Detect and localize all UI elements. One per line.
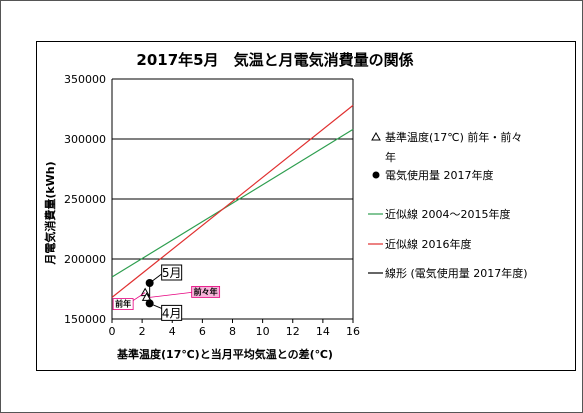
y-tick-labels: 150000 200000 250000 300000 350000: [64, 73, 106, 326]
tag-box: [191, 285, 221, 298]
triangle-point: [141, 292, 152, 301]
chart-area: 2017年5月 気温と月電気消費量の関係 0 2 4 6 8 10 12 14 16 15000…: [36, 41, 576, 371]
series-line: [111, 104, 354, 298]
y-axis-label: 月電気消費量(kWh): [43, 161, 57, 265]
callout-box: [161, 304, 183, 321]
chart-svg: 2017年5月 気温と月電気消費量の関係 0 2 4 6 8 10 12 14 16 15000…: [43, 51, 528, 361]
callout-leader: [149, 273, 162, 284]
legend-label-2017: 電気使用量 2017年度: [385, 168, 494, 182]
chart-title: 2017年5月 気温と月電気消費量の関係: [136, 51, 413, 69]
x-tick-label: 12: [286, 325, 300, 338]
x-tick-labels: 0 2 4 6 8 10 12 14 16: [109, 325, 361, 338]
x-tick-label: 2: [139, 325, 146, 338]
y-tick-label: 150000: [64, 313, 106, 326]
callout-box: [161, 264, 183, 281]
y-tick-label: 300000: [64, 133, 106, 146]
x-tick-label: 0: [109, 325, 116, 338]
x-axis-label: 基準温度(17℃)と当月平均気温との差(℃): [116, 347, 333, 361]
legend-dot-marker: [372, 171, 380, 179]
tag-leader: [132, 292, 146, 301]
x-tick-label: 14: [316, 325, 330, 338]
legend-triangle-marker: [371, 131, 381, 141]
series-layer: [111, 104, 354, 308]
tag-leader: [149, 292, 192, 298]
x-tick-label: 6: [199, 325, 206, 338]
y-tick-label: 350000: [64, 73, 106, 86]
series-line: [111, 128, 354, 278]
callout-label-may: 5月: [162, 266, 182, 280]
annotations: 5月 4月 前年 前々年: [112, 264, 221, 321]
y-tick-label: 250000: [64, 193, 106, 206]
tag-box: [112, 298, 134, 311]
axes: [111, 78, 354, 323]
legend-label-prev-years-cont: 年: [385, 150, 396, 164]
legend-label-prev-years: 基準温度(17℃) 前年・前々: [385, 130, 522, 144]
legend-label-line-3: 線形 (電気使用量 2017年度): [385, 266, 528, 280]
x-tick-label: 8: [229, 325, 236, 338]
tag-label-two-years-ago: 前々年: [194, 286, 218, 296]
grid-lines: [112, 78, 353, 260]
x-tick-label: 16: [346, 325, 360, 338]
callout-leader: [149, 302, 162, 309]
callout-label-april: 4月: [162, 306, 182, 320]
x-tick-label: 4: [169, 325, 176, 338]
tag-label-prev-year: 前年: [115, 299, 131, 309]
legend-label-line-1: 近似線 2004～2015年度: [385, 207, 511, 221]
legend-label-line-2: 近似線 2016年度: [385, 237, 472, 251]
y-tick-label: 200000: [64, 253, 106, 266]
x-tick-label: 10: [256, 325, 270, 338]
